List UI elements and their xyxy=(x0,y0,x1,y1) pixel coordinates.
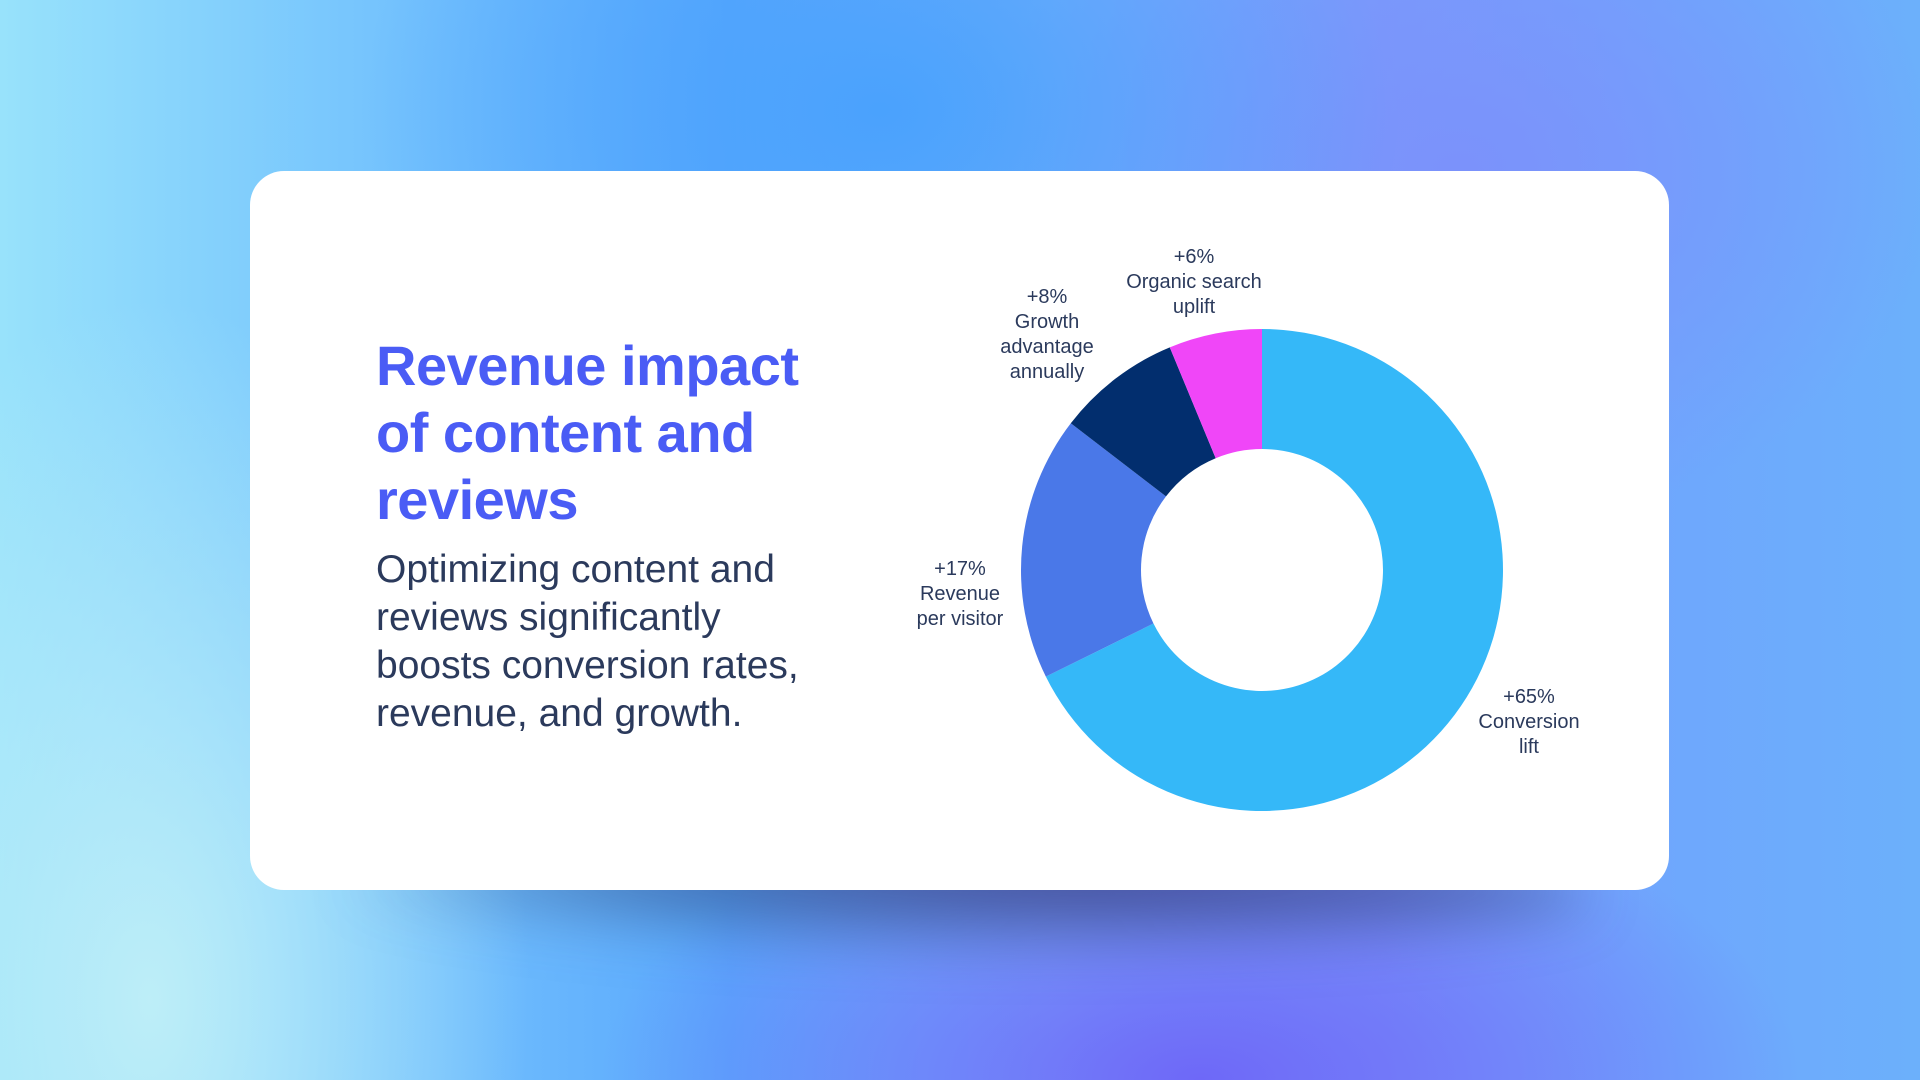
label-text: Conversion xyxy=(1478,711,1580,733)
title-line: reviews xyxy=(376,468,579,531)
label-value: +8% xyxy=(1026,286,1068,308)
slide-subtitle: Optimizing content and reviews significa… xyxy=(376,546,936,738)
label-value: +65% xyxy=(1503,686,1555,708)
label-revenue-per-visitor: +17% Revenue per visitor xyxy=(917,557,1004,632)
label-text: Revenue xyxy=(919,583,1001,605)
label-conversion-lift: +65% Conversion lift xyxy=(1478,685,1579,760)
label-text: Organic search xyxy=(1126,271,1262,293)
subtitle-line: reviews significantly xyxy=(376,596,721,639)
label-text: annually xyxy=(1009,361,1085,383)
title-line: Revenue impact xyxy=(376,334,799,397)
label-text: uplift xyxy=(1172,296,1216,318)
segment-growth-advantage xyxy=(1070,347,1216,497)
label-organic-search: +6% Organic search uplift xyxy=(1126,245,1262,320)
subtitle-line: revenue, and growth. xyxy=(376,692,743,735)
label-value: +17% xyxy=(934,558,986,580)
segment-conversion-lift xyxy=(1045,329,1503,811)
subtitle-line: Optimizing content and xyxy=(376,548,775,591)
label-text: advantage xyxy=(1000,336,1094,358)
label-text: lift xyxy=(1518,736,1539,758)
slide-title: Revenue impact of content and reviews xyxy=(376,332,936,533)
label-growth-advantage: +8% Growth advantage annually xyxy=(1000,285,1093,385)
segment-organic-search xyxy=(1169,329,1262,459)
label-text: per visitor xyxy=(916,608,1004,630)
label-text: Growth xyxy=(1014,311,1080,333)
subtitle-line: boosts conversion rates, xyxy=(376,644,799,687)
label-value: +6% xyxy=(1173,246,1215,268)
segment-revenue-per-visitor xyxy=(1021,423,1167,677)
title-line: of content and xyxy=(376,401,755,464)
